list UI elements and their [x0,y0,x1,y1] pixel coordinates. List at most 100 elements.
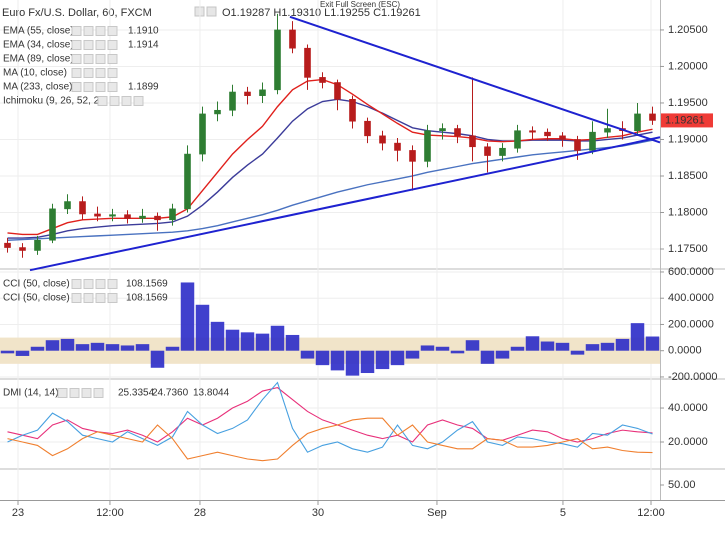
candle-body [484,146,491,156]
cci-bar [540,341,555,351]
ohlc-label: O1.19287 H1.19310 L1.19255 C1.19261 [222,7,421,19]
candle-body [274,29,281,91]
legend-label: CCI (50, close) [3,293,70,304]
y-tick-label: 1.18500 [668,170,708,182]
legend-value: 1.1899 [128,82,159,93]
icon[interactable] [107,54,118,64]
candle-body [49,208,56,241]
icon[interactable] [107,40,118,50]
icon[interactable] [83,82,94,92]
candle-body [634,113,641,132]
candle-body [199,113,206,155]
icon[interactable] [69,388,80,398]
icon[interactable] [71,82,82,92]
cci-bar [645,336,660,351]
chart-title: Euro Fx/U.S. Dollar, 60, FXCM [2,7,152,19]
icon[interactable] [97,96,108,106]
candle-body [259,89,266,96]
icon[interactable] [93,388,104,398]
icon[interactable] [71,26,82,36]
cci-bar [135,344,150,351]
icon[interactable] [71,68,82,78]
icon[interactable] [71,279,82,289]
icon[interactable] [107,68,118,78]
candle-body [334,82,341,100]
candle-body [229,91,236,111]
icon[interactable] [95,293,106,303]
cci-bar [390,350,405,366]
cci-bar [480,350,495,364]
icon[interactable] [121,96,132,106]
exit-fullscreen[interactable]: Exit Full Screen (ESC) [320,0,400,9]
cci-bar [30,346,45,351]
y-tick-label: 20.0000 [668,436,708,448]
icon[interactable] [57,388,68,398]
y-tick-label: 1.20500 [668,24,708,36]
icon[interactable] [95,279,106,289]
ma-line [7,98,653,239]
icon[interactable] [83,54,94,64]
legend-label: EMA (34, close) [3,40,74,51]
legend-value: 24.7360 [152,388,189,399]
icon[interactable] [83,293,94,303]
icon[interactable] [71,293,82,303]
cci-bar [45,340,60,351]
legend-label: EMA (55, close) [3,26,74,37]
legend-label: CCI (50, close) [3,279,70,290]
icon[interactable] [95,26,106,36]
icon[interactable] [95,68,106,78]
candle-body [409,150,416,162]
candle-body [469,135,476,148]
icon[interactable] [133,96,144,106]
x-tick-label: 28 [194,507,206,519]
icon[interactable] [109,96,120,106]
candle-body [394,142,401,151]
x-tick-label: 23 [12,507,24,519]
cci-bar [240,332,255,351]
candle-body [19,247,26,251]
legend-value: 13.8044 [193,388,230,399]
candle-body [79,201,86,215]
icon[interactable] [71,40,82,50]
legend-title: DMI (14, 14) [3,388,59,399]
icon[interactable] [107,293,118,303]
icon[interactable] [83,279,94,289]
icon[interactable] [95,54,106,64]
candle-body [529,130,536,133]
y-tick-label: 1.19500 [668,97,708,109]
candle-body [94,213,101,217]
candle-body [124,214,131,219]
cci-bar [0,350,15,354]
legend-value: 108.1569 [126,279,168,290]
icon[interactable] [83,26,94,36]
candle-body [289,29,296,49]
icon[interactable] [107,279,118,289]
icon[interactable] [83,68,94,78]
cci-bar [210,321,225,351]
icon[interactable] [81,388,92,398]
cci-bar [555,342,570,351]
x-tick-label: 30 [312,507,324,519]
dmi-line [7,417,653,462]
cci-bar [300,350,315,359]
y-tick-label: 50.00 [668,479,696,491]
cci-bar [270,325,285,351]
legend-value: 25.3354 [118,388,155,399]
cci-band [0,337,660,364]
icon[interactable] [95,40,106,50]
y-tick-label: 1.19000 [668,133,708,145]
icon[interactable] [83,40,94,50]
cci-bar [255,333,270,351]
icon[interactable] [107,82,118,92]
cci-bar [420,345,435,351]
icon[interactable] [95,82,106,92]
y-tick-label: 400.0000 [668,292,714,304]
icon[interactable] [71,54,82,64]
icon[interactable] [206,6,217,17]
candle-body [109,214,116,217]
candle-body [424,130,431,162]
candle-body [154,215,161,221]
icon[interactable] [107,26,118,36]
